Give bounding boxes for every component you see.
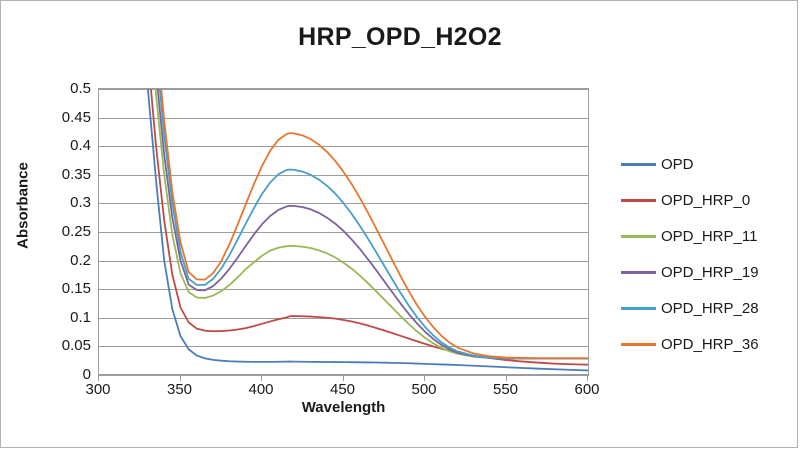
legend-color-swatch: [621, 342, 656, 346]
plot-area: [98, 88, 589, 376]
series-line: [146, 89, 588, 372]
gridline: [99, 374, 588, 375]
x-tick-mark: [587, 376, 588, 381]
x-tick-label: 500: [411, 381, 437, 398]
gridline: [99, 317, 588, 319]
legend-label: OPD: [661, 155, 694, 173]
legend-color-swatch: [621, 198, 656, 202]
legend-label: OPD_HRP_19: [661, 263, 759, 281]
chart-title: HRP_OPD_H2O2: [298, 23, 502, 51]
y-tick-label: 0.25: [61, 223, 91, 240]
legend-item[interactable]: OPD_HRP_36: [621, 326, 791, 362]
y-tick-label: 0: [82, 366, 91, 383]
x-tick-mark: [261, 376, 262, 381]
x-tick-mark: [505, 376, 507, 381]
y-tick-label: 0.2: [70, 251, 91, 269]
x-tick-mark: [179, 376, 181, 381]
legend-color-swatch: [621, 270, 656, 274]
legend-color-swatch: [621, 234, 656, 238]
x-axis-tick-labels: 300 350 400 450 500 550 600: [85, 376, 600, 401]
gridline: [99, 174, 588, 176]
series-line: [158, 89, 588, 360]
x-axis-title: Wavelength: [301, 399, 386, 416]
gridline: [99, 146, 588, 148]
x-tick-mark: [424, 376, 425, 381]
legend-label: OPD_HRP_28: [661, 299, 759, 317]
legend-label: OPD_HRP_36: [661, 335, 759, 353]
x-tick-label: 550: [492, 381, 519, 398]
y-tick-label: 0.1: [70, 308, 91, 326]
y-axis-title: Absorbance: [14, 162, 32, 249]
legend-item[interactable]: OPD_HRP_19: [621, 254, 791, 290]
x-tick-label: 400: [248, 381, 274, 398]
series-line: [150, 89, 588, 366]
series-lines: [146, 89, 588, 372]
legend-item[interactable]: OPD: [621, 146, 791, 182]
gridline: [99, 260, 588, 262]
x-tick-label: 350: [166, 381, 193, 398]
legend-color-swatch: [621, 162, 656, 166]
legend-item[interactable]: OPD_HRP_0: [621, 182, 791, 218]
gridline: [99, 232, 588, 233]
y-axis-tick-labels: 0 0.05 0.1 0.15 0.2 0.25 0.3 0.35 0.4 0.45 0.5: [31, 81, 91, 382]
legend-label: OPD_HRP_11: [661, 227, 758, 245]
gridline: [99, 117, 588, 119]
y-tick-label: 0.35: [61, 165, 91, 183]
x-tick-mark: [98, 376, 99, 381]
gridline: [99, 346, 588, 348]
chart-legend: OPD OPD_HRP_0 OPD_HRP_11 OPD_HRP_19 OPD_HRP_…: [621, 146, 791, 362]
y-tick-label: 0.05: [61, 337, 91, 355]
gridline: [99, 89, 588, 90]
y-tick-label: 0.5: [70, 80, 91, 97]
y-tick-label: 0.15: [61, 280, 91, 298]
legend-item[interactable]: OPD_HRP_11: [621, 218, 791, 254]
x-tick-label: 600: [574, 381, 600, 398]
series-line: [154, 89, 588, 360]
y-tick-label: 0.3: [70, 194, 91, 212]
legend-color-swatch: [621, 306, 656, 310]
y-tick-label: 0.45: [61, 108, 91, 126]
x-tick-label: 300: [85, 381, 111, 398]
x-tick-label: 450: [329, 381, 356, 398]
series-line: [160, 89, 588, 360]
gridline: [99, 289, 588, 291]
legend-item[interactable]: OPD_HRP_28: [621, 290, 791, 326]
x-tick-mark: [342, 376, 344, 381]
series-line: [156, 89, 588, 360]
y-tick-label: 0.4: [70, 137, 91, 155]
legend-label: OPD_HRP_0: [661, 191, 751, 209]
